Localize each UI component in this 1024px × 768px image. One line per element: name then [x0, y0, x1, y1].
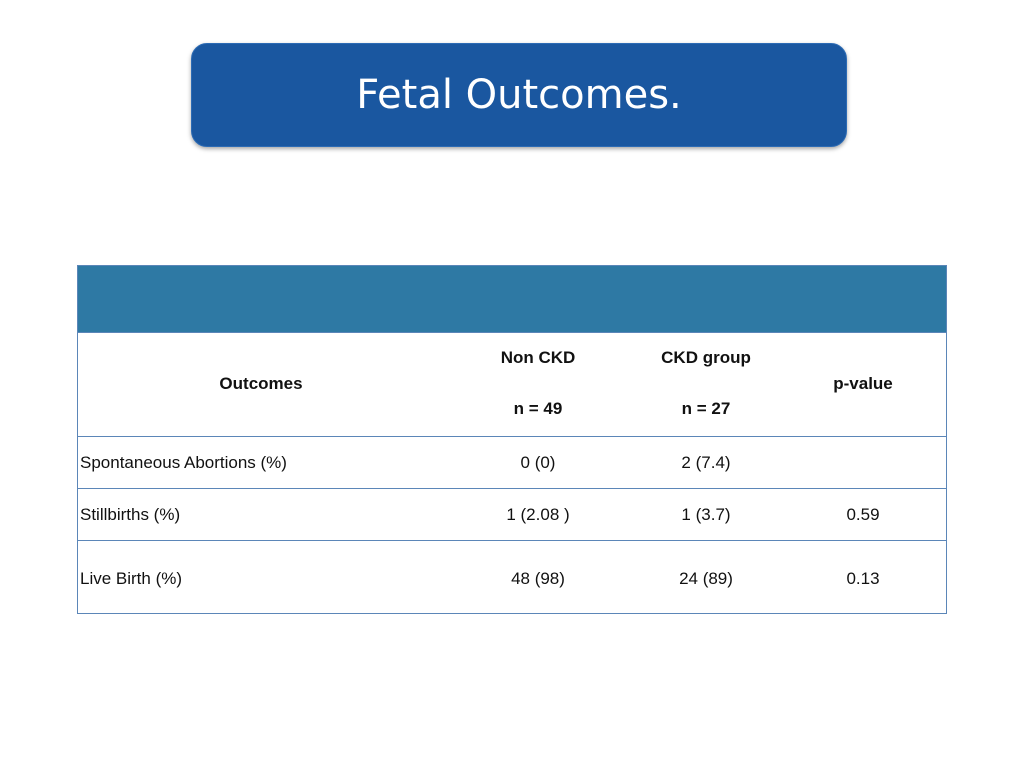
table-row: Stillbirths (%) 1 (2.08 ) 1 (3.7) 0.59	[78, 488, 946, 540]
outcomes-table: Outcomes Non CKD n = 49 CKD group n = 27…	[77, 265, 947, 614]
title-banner: Fetal Outcomes.	[191, 43, 847, 147]
row-label: Stillbirths (%)	[80, 505, 181, 524]
row-non-ckd-value: 0 (0)	[520, 453, 556, 472]
row-label: Live Birth (%)	[80, 569, 183, 588]
header-p-value: p-value	[833, 374, 893, 393]
table-header-band	[78, 266, 946, 332]
row-ckd-value: 24 (89)	[679, 569, 733, 588]
row-label: Spontaneous Abortions (%)	[80, 453, 287, 472]
table-row: Spontaneous Abortions (%) 0 (0) 2 (7.4)	[78, 436, 946, 488]
header-outcomes: Outcomes	[219, 374, 303, 393]
header-ckd-group: CKD group	[661, 348, 751, 367]
page-title: Fetal Outcomes.	[356, 72, 682, 118]
row-non-ckd-value: 48 (98)	[511, 569, 565, 588]
row-ckd-value: 2 (7.4)	[681, 453, 731, 472]
table-header-row: Outcomes Non CKD n = 49 CKD group n = 27…	[78, 332, 946, 436]
header-non-ckd: Non CKD	[500, 348, 576, 367]
table-row: Live Birth (%) 48 (98) 24 (89) 0.13	[78, 540, 946, 613]
row-non-ckd-value: 1 (2.08 )	[506, 505, 570, 524]
header-non-ckd-n: n = 49	[513, 399, 563, 418]
row-p-value: 0.59	[846, 505, 880, 524]
row-p-value: 0.13	[846, 569, 880, 588]
header-ckd-n: n = 27	[681, 399, 731, 418]
row-ckd-value: 1 (3.7)	[681, 505, 731, 524]
